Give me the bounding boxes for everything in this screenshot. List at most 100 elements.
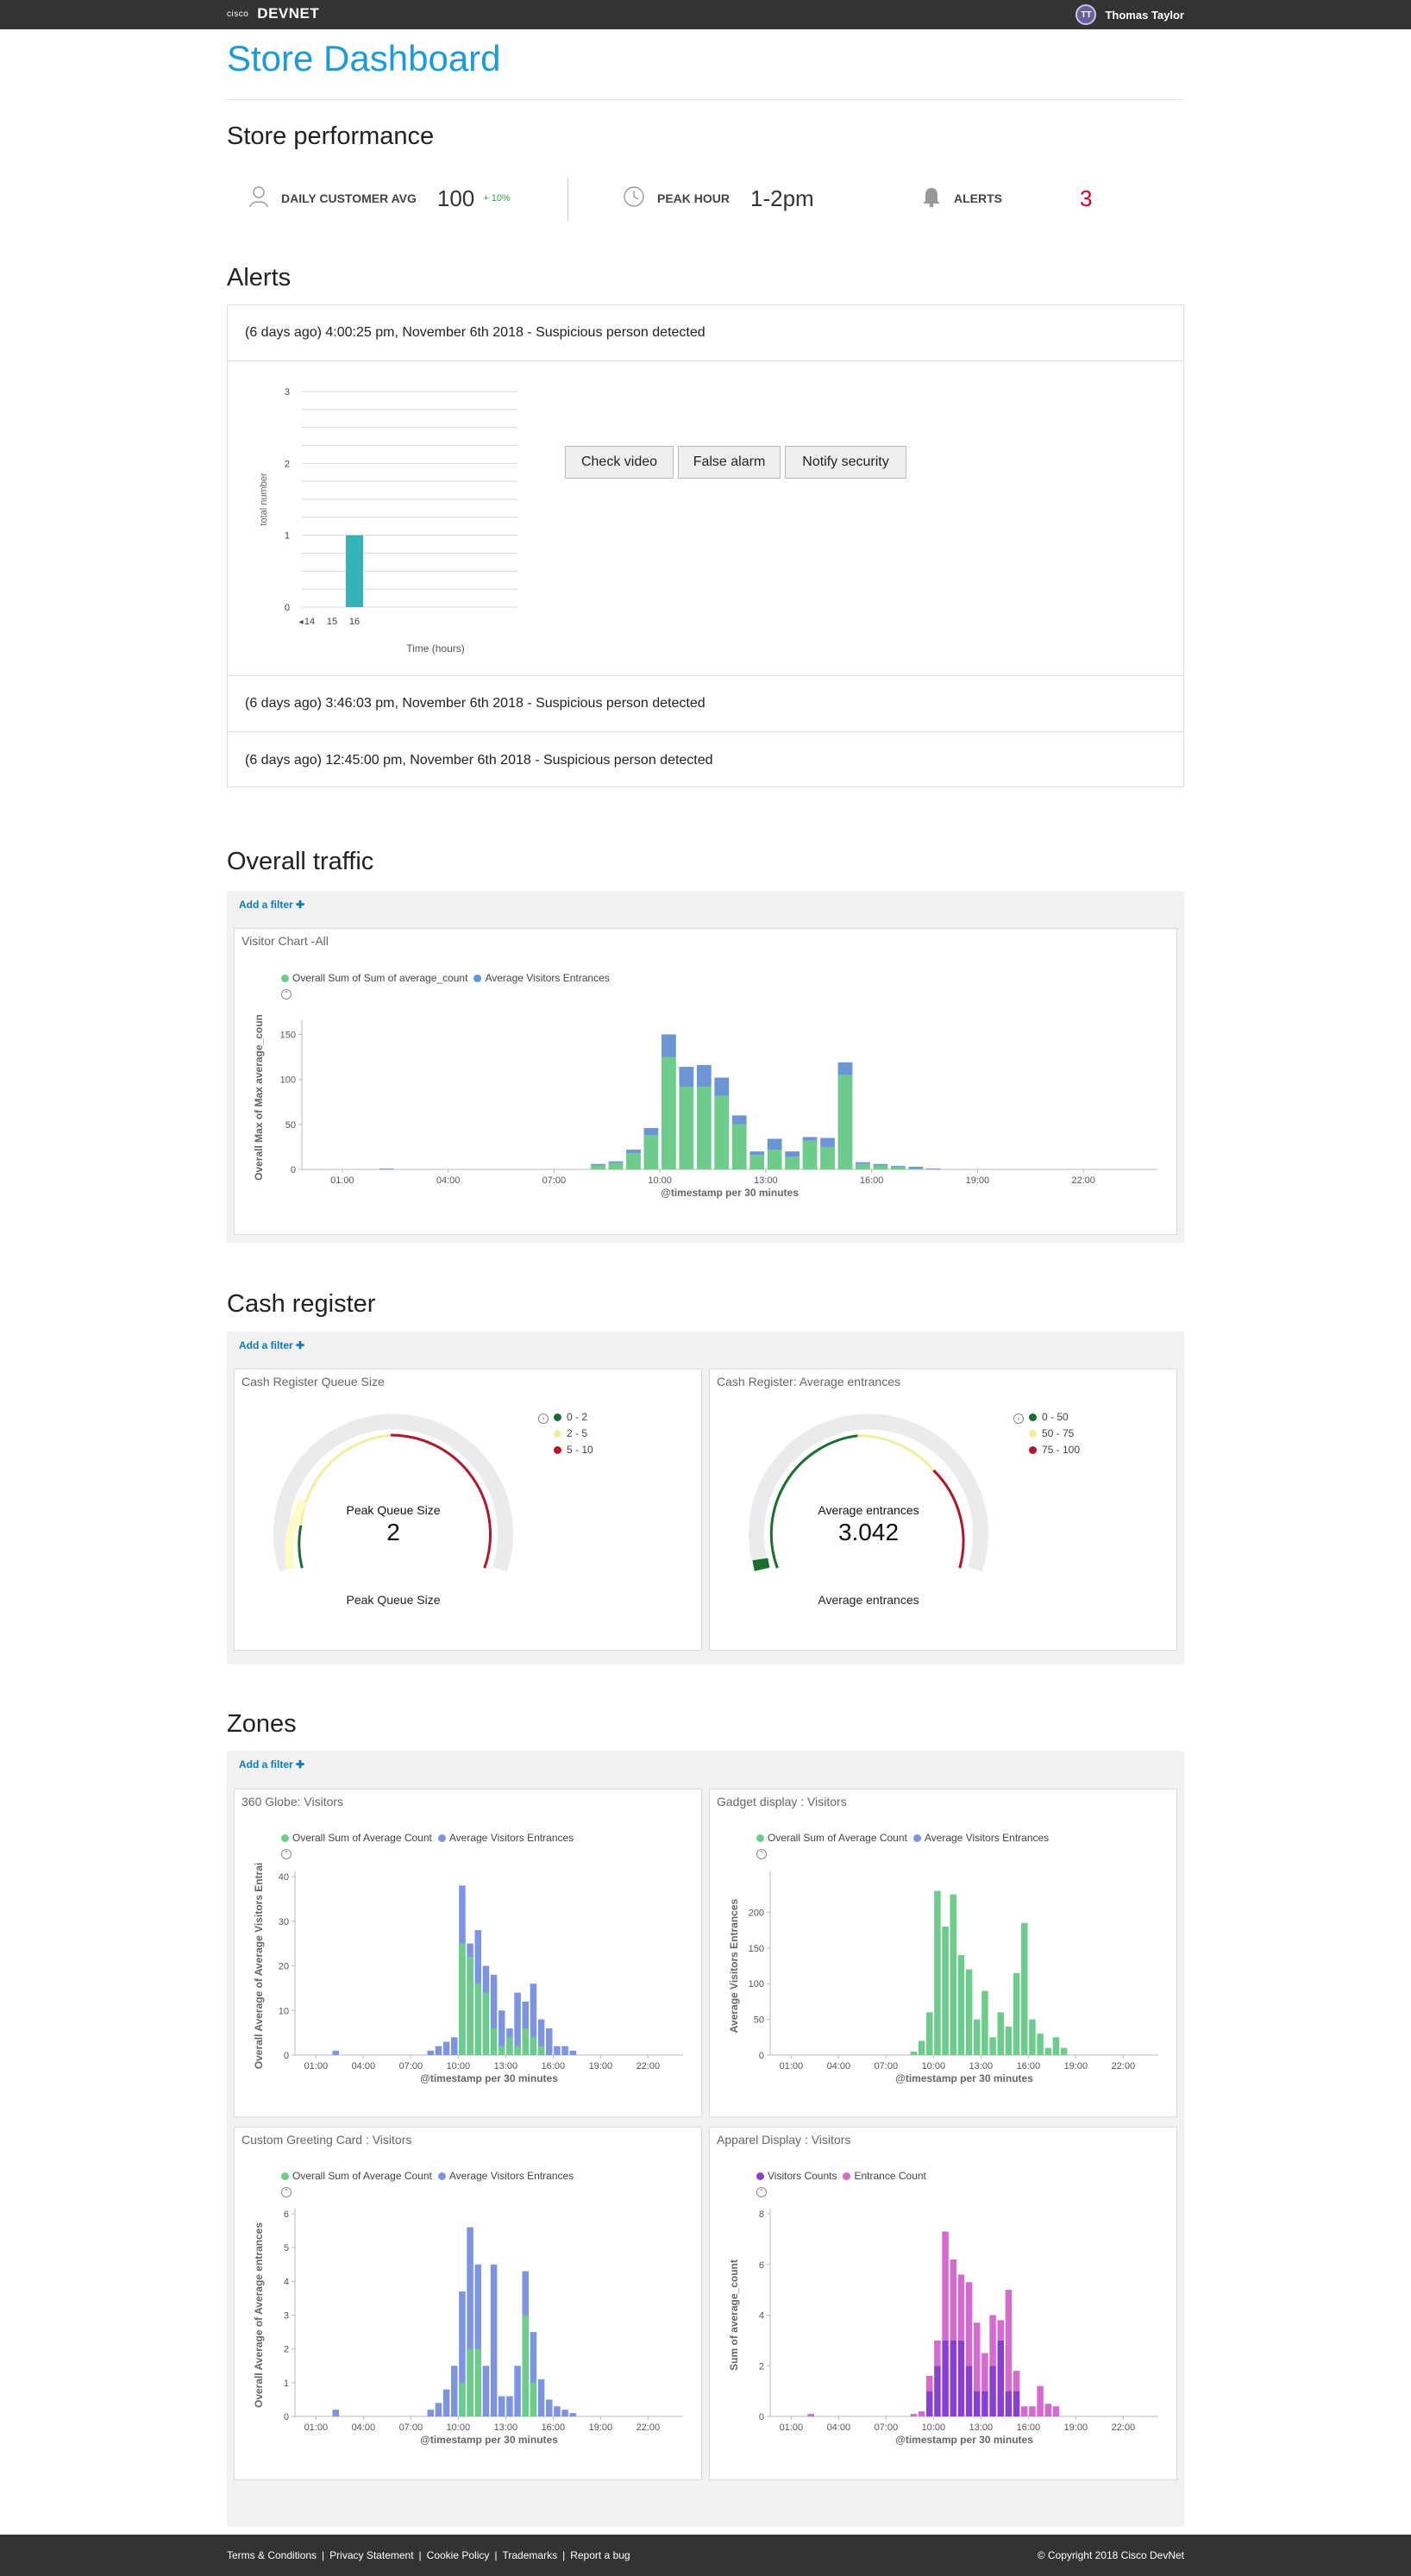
bar-series-1 — [910, 2051, 918, 2055]
bell-icon — [921, 185, 942, 212]
bar-series-2 — [837, 1062, 853, 1075]
legend-label: 5 - 10 — [567, 1444, 593, 1456]
devnet-brand-text: DEVNET — [257, 5, 320, 22]
bar-series-1 — [522, 2315, 530, 2416]
alert-text: (6 days ago) 3:46:03 pm, November 6th 20… — [245, 696, 706, 711]
gauge-track — [749, 1413, 988, 1572]
alerts-count: 3 — [1080, 185, 1093, 211]
bar-series-2 — [626, 1150, 641, 1154]
bar-series-1 — [942, 1926, 949, 2055]
bar-series-1 — [714, 1095, 730, 1169]
legend-toggle-icon[interactable]: ⌃ — [756, 2187, 767, 2197]
bar-series-1 — [1044, 2047, 1052, 2055]
legend-label: Entrance Count — [854, 2170, 926, 2182]
legend-toggle-icon[interactable]: ⌃ — [756, 1849, 767, 1859]
bar-series-2 — [490, 2264, 498, 2416]
alert-item[interactable]: (6 days ago) 12:45:00 pm, November 6th 2… — [228, 732, 1183, 788]
bar-series-2 — [608, 1161, 624, 1163]
x-tick-label: 04:00 — [352, 2422, 376, 2433]
gauge-value: 3.042 — [837, 1519, 900, 1545]
entrances-gauge-card: Cash Register: Average entrances Average… — [709, 1369, 1177, 1651]
bar-series-2 — [749, 1151, 765, 1156]
x-tick-label: 19:00 — [589, 2061, 613, 2071]
legend-toggle-icon[interactable]: › — [538, 1413, 549, 1424]
bar-series-1 — [1005, 2391, 1013, 2416]
zone-card-apparel: Apparel Display : Visitors Visitors Coun… — [709, 2127, 1177, 2480]
add-filter-link[interactable]: Add a filter ✚ — [239, 1758, 304, 1771]
chart-legend[interactable]: Overall Sum of Average Count Average Vis… — [756, 1832, 1055, 1844]
devnet-logo[interactable]: cisco DEVNET — [227, 5, 319, 22]
chart-legend[interactable]: Visitors Counts Entrance Count — [756, 2170, 932, 2182]
page-title: Store Dashboard — [227, 38, 501, 78]
y-tick-label: 50 — [285, 1120, 296, 1131]
x-tick-label: 04:00 — [352, 2061, 376, 2071]
bar-series-1 — [459, 1943, 466, 2055]
add-filter-link[interactable]: Add a filter ✚ — [239, 1339, 304, 1351]
y-tick-label: 0 — [284, 2051, 289, 2061]
bar-series-2 — [474, 2264, 482, 2416]
terms-link[interactable]: Terms & Conditions — [227, 2549, 317, 2561]
y-tick-label: 8 — [759, 2209, 764, 2220]
legend-toggle-icon[interactable]: ⌃ — [281, 1849, 292, 1859]
false-alarm-button[interactable]: False alarm — [678, 446, 781, 479]
bar-series-2 — [569, 2050, 577, 2055]
bar-series-1 — [989, 2037, 996, 2055]
legend-toggle-icon[interactable]: ⌃ — [281, 2187, 292, 2197]
bar-series-2 — [873, 1163, 888, 1166]
zones-panel: Add a filter ✚ 360 Globe: Visitors Overa… — [227, 1751, 1184, 2527]
trademarks-link[interactable]: Trademarks — [502, 2549, 558, 2561]
alert-item[interactable]: (6 days ago) 4:00:25 pm, November 6th 20… — [228, 305, 1183, 361]
bar-series-1 — [934, 1890, 941, 2055]
bar-series-2 — [537, 2379, 545, 2416]
legend-toggle-icon[interactable]: › — [1013, 1413, 1024, 1424]
bar-series-2 — [890, 1165, 906, 1167]
card-title: Apparel Display : Visitors — [717, 2133, 851, 2147]
bar-series-2 — [1052, 2406, 1060, 2416]
alert-item[interactable]: (6 days ago) 3:46:03 pm, November 6th 20… — [228, 676, 1183, 732]
x-tick-label: 10:00 — [447, 2422, 471, 2433]
bar-series-1 — [467, 1957, 473, 2055]
legend-label: 0 - 2 — [567, 1411, 588, 1423]
add-filter-link[interactable]: Add a filter ✚ — [239, 899, 304, 911]
chart-legend[interactable]: Overall Sum of Average Count Average Vis… — [281, 1832, 580, 1844]
chart-legend[interactable]: Overall Sum of Average Count Average Vis… — [281, 2170, 580, 2182]
bar-series-2 — [442, 2389, 450, 2416]
kpi-daily-customer-avg: DAILY CUSTOMER AVG 100 + 10% — [248, 177, 511, 220]
bar-series-2 — [696, 1064, 712, 1087]
bar-series-1 — [474, 2348, 482, 2416]
bar-series-1 — [918, 2040, 925, 2055]
gauge-value: 2 — [386, 1519, 400, 1545]
y-axis-label: Sum of average_count — [728, 2259, 740, 2371]
privacy-link[interactable]: Privacy Statement — [329, 2549, 414, 2561]
y-axis-label: Overall Max of Max average_coun — [253, 1014, 265, 1181]
bar-series-2 — [714, 1077, 730, 1096]
x-axis-label: @timestamp per 30 minutes — [661, 1187, 799, 1199]
bar-series-1 — [1052, 2037, 1060, 2055]
legend-toggle-icon[interactable]: ⌃ — [281, 989, 292, 1000]
copyright: © Copyright 2018 Cisco DevNet — [1037, 2549, 1184, 2561]
bar-series-2 — [332, 2050, 340, 2055]
bar-series-2 — [450, 2366, 458, 2416]
zone-card-gadget: Gadget display : Visitors Overall Sum of… — [709, 1789, 1177, 2117]
bar-series-1 — [490, 2028, 498, 2055]
user-menu[interactable]: TT Thomas Taylor — [1075, 4, 1184, 25]
greeting-bar-chart: 0 1 2 3 4 5 6 01:00 04:00 07:00 10:00 13:00 16:00 19:… — [253, 2209, 683, 2446]
report-bug-link[interactable]: Report a bug — [570, 2549, 630, 2561]
x-tick-label: 04:00 — [827, 2061, 851, 2071]
bar-series-1 — [537, 2046, 545, 2055]
gauge-band-red — [932, 1469, 965, 1569]
bar-series-1 — [997, 2012, 1005, 2055]
x-tick-label: 10:00 — [447, 2061, 471, 2071]
bar-series-1 — [957, 2340, 965, 2416]
cookie-link[interactable]: Cookie Policy — [426, 2549, 490, 2561]
chart-legend[interactable]: Overall Sum of Sum of average_count Aver… — [281, 972, 616, 984]
visitor-chart-card: Visitor Chart -All Overall Sum of Sum of… — [234, 928, 1177, 1235]
y-tick-label: 40 — [279, 1872, 289, 1883]
bar-series-1 — [989, 2366, 996, 2416]
notify-security-button[interactable]: Notify security — [785, 446, 906, 479]
check-video-button[interactable]: Check video — [565, 446, 674, 479]
bar-series-2 — [973, 2322, 981, 2391]
gauge-value-fill — [752, 1558, 770, 1571]
bar-series-1 — [731, 1124, 747, 1169]
y-tick-label: 50 — [754, 2015, 764, 2026]
